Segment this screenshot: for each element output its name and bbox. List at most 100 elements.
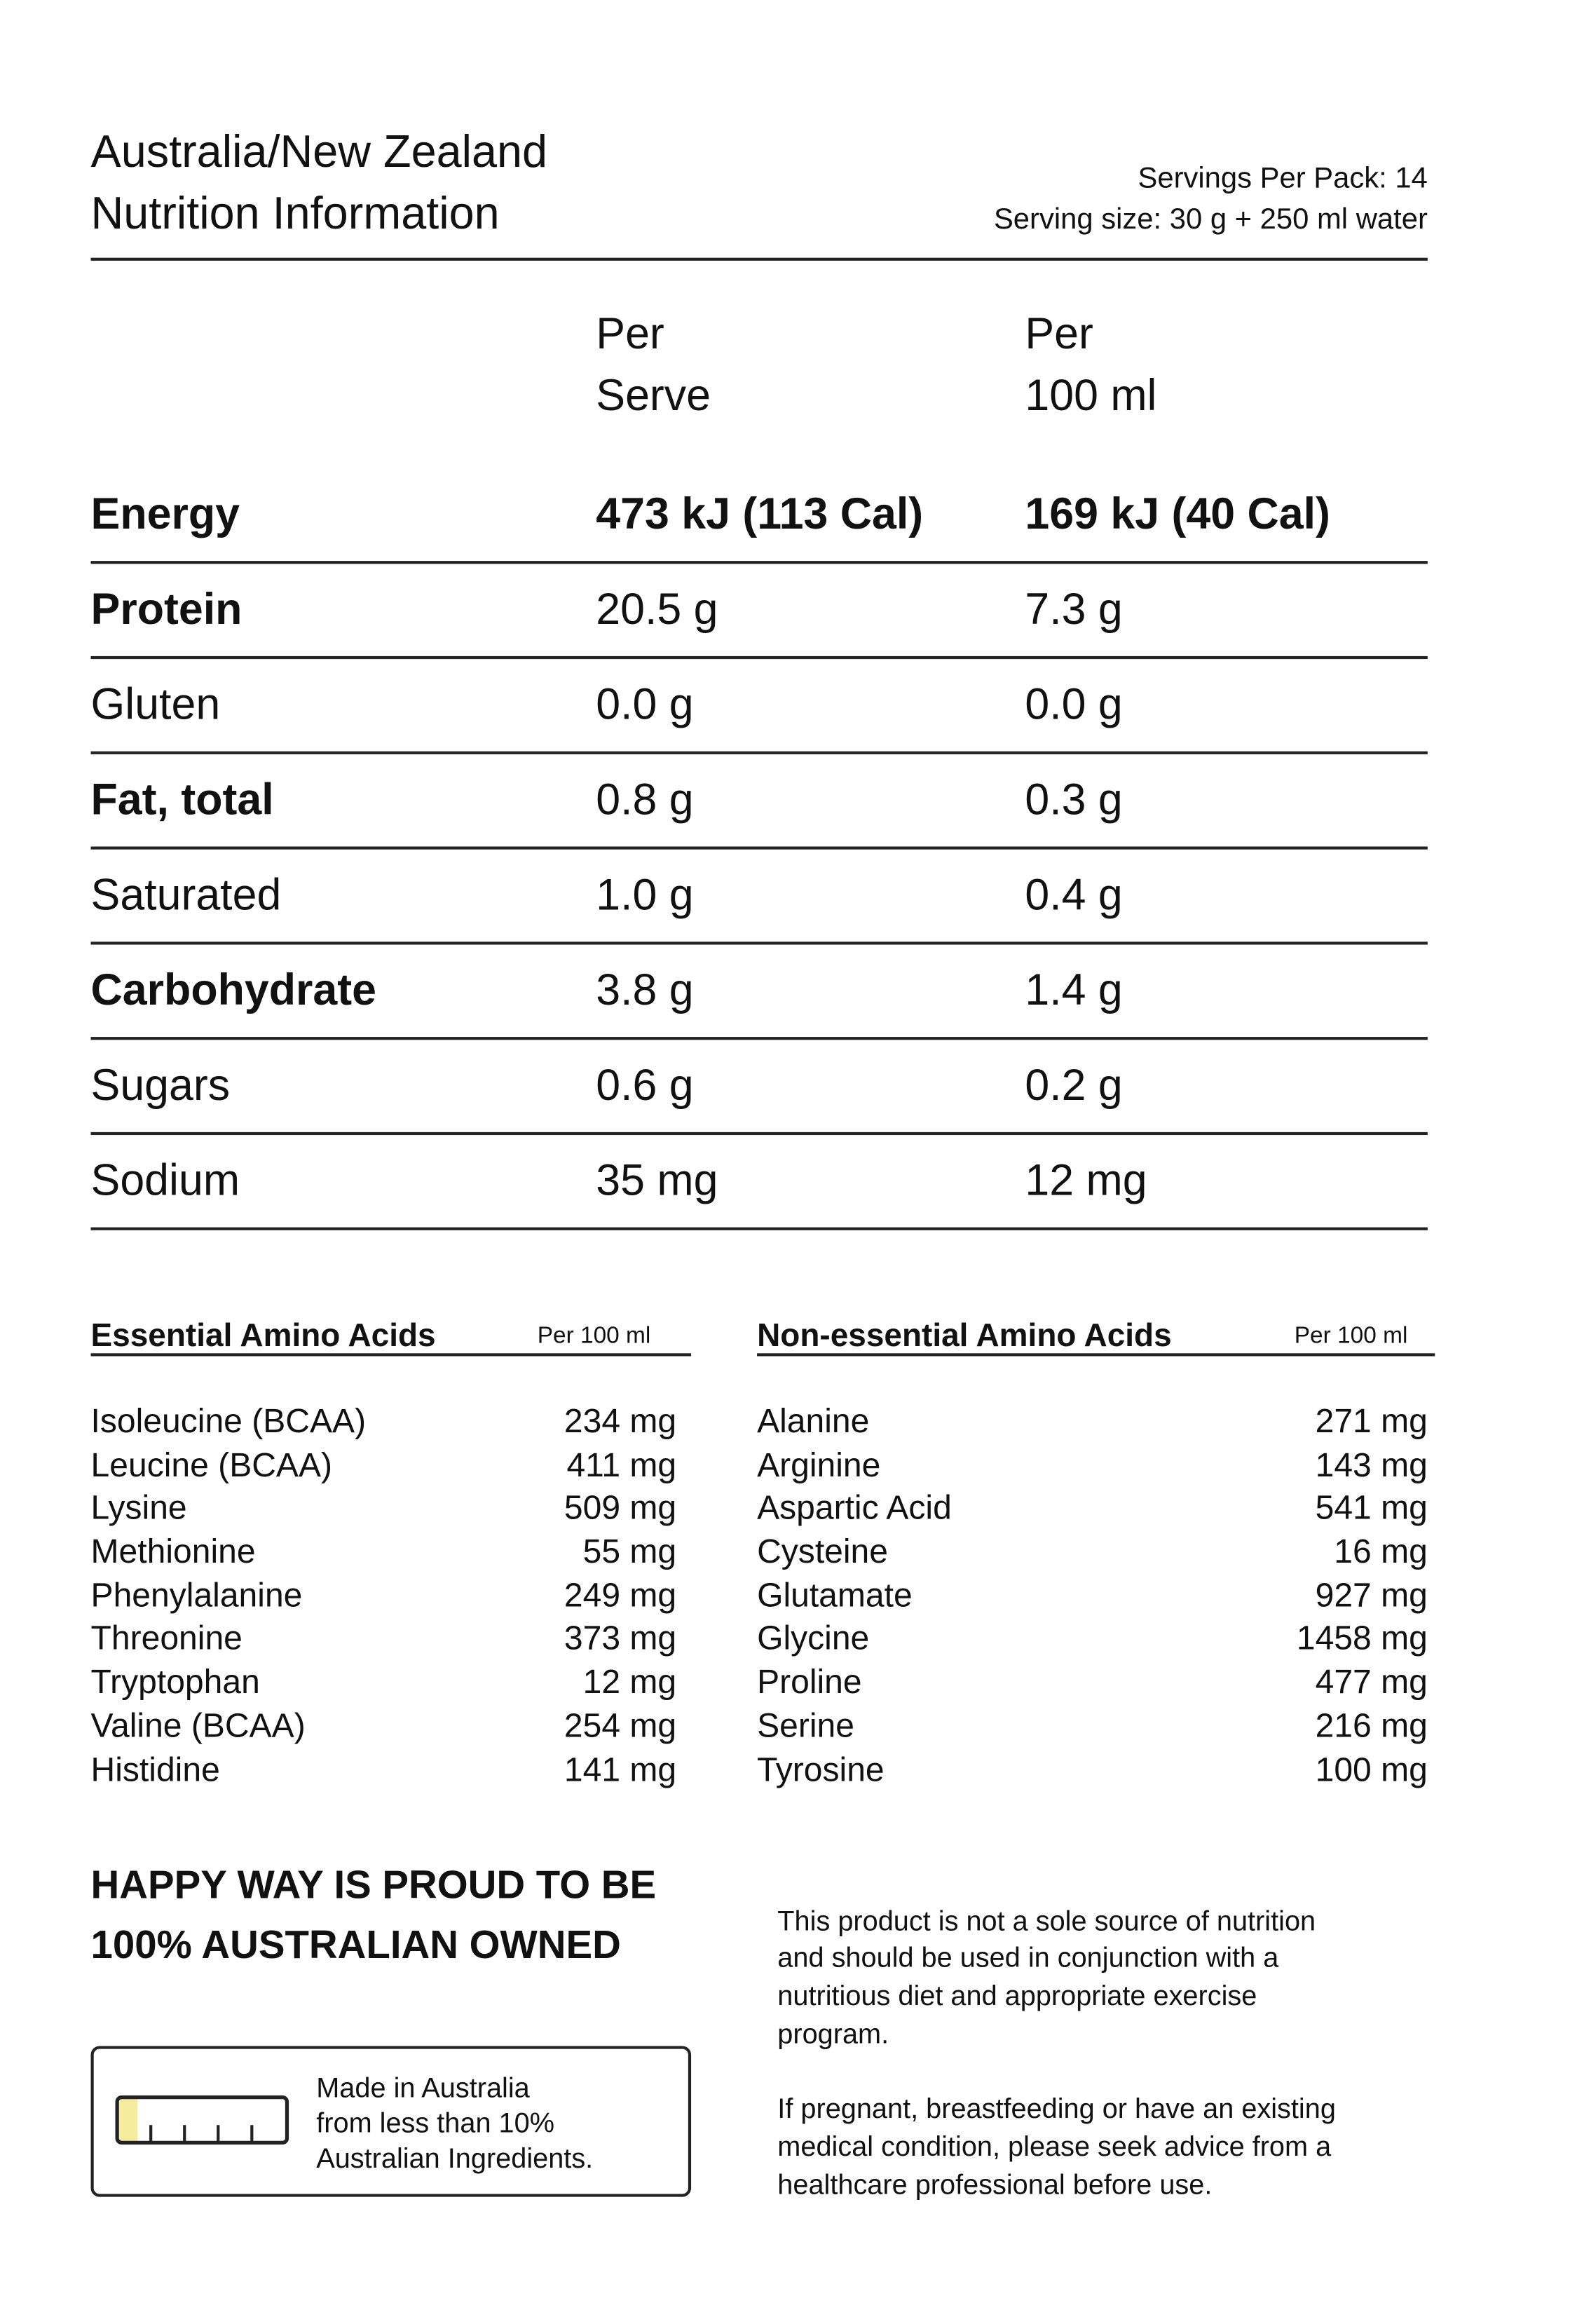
amino-value: 1458 mg	[1296, 1619, 1428, 1657]
per-100ml-value: 7.3 g	[1025, 585, 1123, 634]
amino-title: Essential Amino Acids	[90, 1316, 436, 1353]
ownership-line: HAPPY WAY IS PROUD TO BE	[90, 1863, 657, 1908]
amino-name: Aspartic Acid	[757, 1488, 952, 1527]
amino-name: Isoleucine (BCAA)	[90, 1401, 367, 1440]
servings-per-pack: Servings Per Pack: 14	[1138, 162, 1428, 195]
amino-value: 234 mg	[564, 1401, 677, 1440]
row-rule	[90, 942, 1428, 944]
row-rule	[90, 655, 1428, 659]
per-100ml-value: 1.4 g	[1025, 966, 1123, 1015]
amino-name: Valine (BCAA)	[90, 1706, 306, 1744]
amino-value: 477 mg	[1315, 1662, 1428, 1701]
amino-value: 143 mg	[1315, 1445, 1428, 1483]
origin-gauge	[115, 2095, 289, 2145]
amino-name: Tyrosine	[757, 1749, 885, 1788]
nutrient-name: Sodium	[90, 1157, 240, 1206]
title-line: Nutrition Information	[90, 188, 500, 240]
column-header: Serve	[596, 372, 711, 421]
amino-name: Proline	[757, 1662, 862, 1701]
column-header: 100 ml	[1025, 372, 1157, 421]
amino-unit: Per 100 ml	[537, 1324, 651, 1349]
per-serve-value: 0.0 g	[596, 681, 694, 730]
amino-name: Glycine	[757, 1619, 870, 1657]
per-100ml-value: 0.0 g	[1025, 681, 1123, 730]
row-rule	[90, 846, 1428, 849]
origin-line: from less than 10%	[316, 2108, 555, 2140]
row-rule	[90, 1227, 1428, 1230]
gauge-outline	[115, 2095, 289, 2145]
gauge-fill	[118, 2097, 138, 2142]
disclaimer-line: medical condition, please seek advice fr…	[777, 2132, 1332, 2163]
per-100ml-value: 0.2 g	[1025, 1061, 1123, 1110]
disclaimer-line: If pregnant, breastfeeding or have an ex…	[777, 2094, 1336, 2126]
amino-value: 927 mg	[1315, 1575, 1428, 1614]
per-100ml-value: 0.4 g	[1025, 871, 1123, 920]
amino-rule	[757, 1353, 1435, 1356]
row-rule	[90, 561, 1428, 564]
per-serve-value: 473 kJ (113 Cal)	[596, 490, 924, 539]
amino-name: Tryptophan	[90, 1662, 260, 1701]
amino-name: Cysteine	[757, 1532, 889, 1570]
nutrient-name: Energy	[90, 490, 240, 539]
amino-name: Arginine	[757, 1445, 881, 1483]
disclaimer-line: and should be used in conjunction with a	[777, 1944, 1279, 1975]
per-serve-value: 0.8 g	[596, 776, 694, 825]
ownership-line: 100% AUSTRALIAN OWNED	[90, 1923, 621, 1967]
per-serve-value: 35 mg	[596, 1157, 718, 1206]
disclaimer-line: program.	[777, 2019, 889, 2051]
amino-rule	[90, 1353, 692, 1356]
amino-name: Histidine	[90, 1749, 220, 1788]
amino-name: Phenylalanine	[90, 1575, 303, 1614]
amino-name: Threonine	[90, 1619, 243, 1657]
amino-name: Leucine (BCAA)	[90, 1445, 333, 1483]
per-100ml-value: 12 mg	[1025, 1157, 1147, 1206]
amino-value: 373 mg	[564, 1619, 677, 1657]
column-header: Per	[596, 310, 664, 359]
origin-line: Australian Ingredients.	[316, 2143, 594, 2175]
amino-name: Lysine	[90, 1488, 187, 1527]
per-100ml-value: 0.3 g	[1025, 776, 1123, 825]
amino-value: 12 mg	[582, 1662, 677, 1701]
amino-name: Glutamate	[757, 1575, 913, 1614]
amino-name: Serine	[757, 1706, 854, 1744]
row-rule	[90, 751, 1428, 754]
amino-value: 411 mg	[566, 1445, 677, 1483]
disclaimer-line: healthcare professional before use.	[777, 2170, 1213, 2201]
amino-value: 141 mg	[564, 1749, 677, 1788]
amino-value: 100 mg	[1315, 1749, 1428, 1788]
amino-value: 541 mg	[1315, 1488, 1428, 1527]
amino-value: 55 mg	[582, 1532, 677, 1570]
serving-size: Serving size: 30 g + 250 ml water	[993, 203, 1428, 236]
amino-value: 216 mg	[1315, 1706, 1428, 1744]
origin-box	[90, 2046, 692, 2197]
nutrient-name: Gluten	[90, 681, 221, 730]
per-100ml-value: 169 kJ (40 Cal)	[1025, 490, 1330, 539]
amino-value: 249 mg	[564, 1575, 677, 1614]
row-rule	[90, 1132, 1428, 1135]
row-rule	[90, 1037, 1428, 1040]
amino-value: 254 mg	[564, 1706, 677, 1744]
amino-value: 271 mg	[1315, 1401, 1428, 1440]
amino-name: Methionine	[90, 1532, 256, 1570]
column-header: Per	[1025, 310, 1093, 359]
nutrient-name: Protein	[90, 585, 243, 634]
nutrient-name: Fat, total	[90, 776, 274, 825]
per-serve-value: 3.8 g	[596, 966, 694, 1015]
per-serve-value: 1.0 g	[596, 871, 694, 920]
per-serve-value: 20.5 g	[596, 585, 718, 634]
nutrient-name: Sugars	[90, 1061, 231, 1110]
per-serve-value: 0.6 g	[596, 1061, 694, 1110]
nutrient-name: Saturated	[90, 871, 282, 920]
header-rule	[90, 257, 1428, 261]
origin-line: Made in Australia	[316, 2073, 530, 2105]
disclaimer-line: nutritious diet and appropriate exercise	[777, 1981, 1257, 2013]
disclaimer-line: This product is not a sole source of nut…	[777, 1906, 1316, 1938]
title-line: Australia/New Zealand	[90, 126, 548, 178]
amino-value: 509 mg	[564, 1488, 677, 1527]
amino-name: Alanine	[757, 1401, 870, 1440]
amino-unit: Per 100 ml	[1294, 1324, 1408, 1349]
nutrient-name: Carbohydrate	[90, 966, 376, 1015]
gauge-ticks	[149, 2125, 254, 2143]
